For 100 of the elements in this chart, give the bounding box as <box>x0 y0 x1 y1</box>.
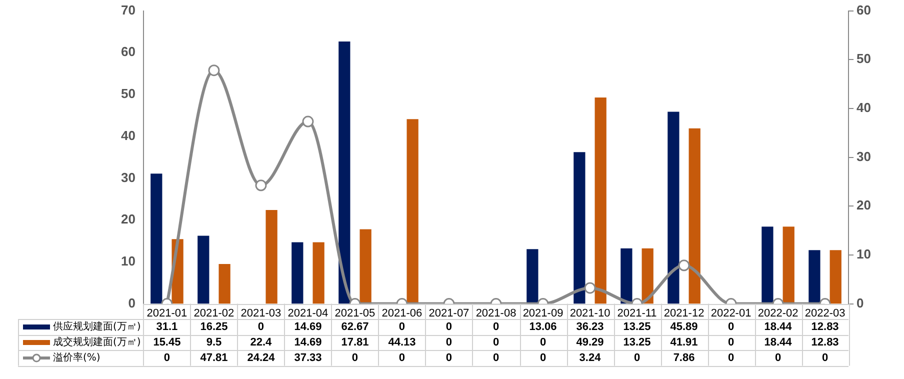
data-label: 0 <box>164 352 170 364</box>
point <box>302 116 314 128</box>
bar <box>526 249 538 304</box>
y2-tick-label: 60 <box>856 2 872 18</box>
bar <box>312 242 324 304</box>
y2-tick-label: 40 <box>856 100 872 116</box>
x-tick-label: 2022-01 <box>710 307 752 320</box>
data-label: 18.44 <box>764 321 793 334</box>
data-label: 16.25 <box>200 321 228 334</box>
data-label: 0 <box>446 352 452 364</box>
y-tick-label: 30 <box>120 170 136 185</box>
bar <box>338 41 350 304</box>
data-label: 0 <box>540 352 546 364</box>
x-tick-label: 2021-10 <box>570 307 610 320</box>
legend-label: 供应规划建面(万㎡) <box>53 320 141 333</box>
data-label: 31.1 <box>156 321 178 334</box>
bar <box>198 236 210 304</box>
y-tick-label: 20 <box>120 212 136 227</box>
bar <box>782 226 794 304</box>
data-label: 45.89 <box>670 321 698 334</box>
data-label: 13.25 <box>623 321 651 334</box>
bar <box>642 248 654 304</box>
data-label: 0 <box>492 352 500 364</box>
data-label: 7.86 <box>673 352 695 364</box>
bar <box>150 174 162 304</box>
bar <box>620 248 632 304</box>
data-label: 0 <box>822 352 828 364</box>
y-tick-label: 70 <box>120 2 136 18</box>
y-tick-label: 10 <box>120 254 136 269</box>
y-tick-label: 50 <box>120 86 136 102</box>
legend-label: 溢价率(%) <box>53 352 100 364</box>
data-label: 47.81 <box>200 352 228 364</box>
data-label: 18.44 <box>764 336 793 349</box>
data-label: 0 <box>728 352 734 364</box>
x-tick-label: 2021-04 <box>288 307 328 320</box>
data-label: 22.4 <box>250 336 273 349</box>
bar <box>830 250 842 304</box>
data-label: 17.81 <box>341 336 369 349</box>
x-tick-label: 2021-11 <box>617 307 657 320</box>
data-label: 0 <box>728 336 734 349</box>
data-label: 13.25 <box>623 336 651 349</box>
y2-tick-label: 10 <box>856 246 872 262</box>
bar <box>574 152 586 304</box>
y-tick-label: 0 <box>128 295 136 310</box>
data-label: 37.33 <box>294 352 322 364</box>
data-label: 14.69 <box>294 321 322 334</box>
data-label: 0 <box>398 352 406 364</box>
x-tick-label: 2021-02 <box>194 307 234 320</box>
y2-tick-label: 0 <box>856 295 864 310</box>
data-label: 9.5 <box>206 336 222 349</box>
data-label: 0 <box>492 321 500 334</box>
data-label: 0 <box>728 321 734 334</box>
data-label: 3.24 <box>579 352 602 364</box>
y2-tick-label: 20 <box>856 198 872 213</box>
x-tick-label: 2021-12 <box>664 307 704 320</box>
bar <box>360 229 372 304</box>
x-tick-label: 2022-03 <box>804 307 846 320</box>
x-tick-label: 2021-07 <box>428 307 470 320</box>
point <box>208 64 220 76</box>
bar <box>266 210 278 304</box>
y2-tick-label: 50 <box>856 51 872 66</box>
data-label: 12.83 <box>811 336 839 349</box>
data-label: 24.24 <box>247 352 276 364</box>
data-label: 0 <box>258 321 264 334</box>
data-label: 0 <box>446 336 452 349</box>
data-label: 0 <box>540 336 546 349</box>
data-label: 62.67 <box>341 321 369 334</box>
x-tick-label: 2021-01 <box>146 307 188 320</box>
y-tick-label: 40 <box>120 128 136 143</box>
data-label: 0 <box>492 336 500 349</box>
x-tick-label: 2021-05 <box>334 307 376 320</box>
bar <box>594 97 606 304</box>
y-tick-label: 60 <box>120 44 136 60</box>
bar <box>668 112 680 304</box>
data-label: 0 <box>634 352 640 364</box>
bar <box>292 242 304 304</box>
data-label: 14.69 <box>294 336 322 349</box>
bar <box>808 250 820 304</box>
y2-tick-label: 30 <box>856 148 872 164</box>
bar <box>406 119 418 304</box>
data-label: 36.23 <box>576 321 604 334</box>
data-label: 0 <box>352 352 358 364</box>
data-label: 0 <box>774 352 782 364</box>
data-label: 0 <box>398 321 406 334</box>
bar <box>218 264 230 304</box>
x-tick-label: 2021-09 <box>522 307 564 320</box>
data-label: 44.13 <box>388 336 416 349</box>
bar <box>762 226 774 304</box>
x-tick-label: 2021-08 <box>476 307 516 320</box>
data-label: 49.29 <box>576 336 604 349</box>
point <box>255 180 267 192</box>
x-tick-label: 2022-02 <box>758 307 798 320</box>
x-tick-label: 2021-06 <box>382 307 422 320</box>
data-label: 15.45 <box>153 336 181 349</box>
bar <box>688 128 700 304</box>
data-label: 13.06 <box>529 321 557 334</box>
x-tick-label: 2021-03 <box>240 307 282 320</box>
data-label: 41.91 <box>670 336 698 349</box>
legend-label: 成交规划建面(万㎡) <box>53 336 141 348</box>
data-label: 12.83 <box>811 321 839 334</box>
